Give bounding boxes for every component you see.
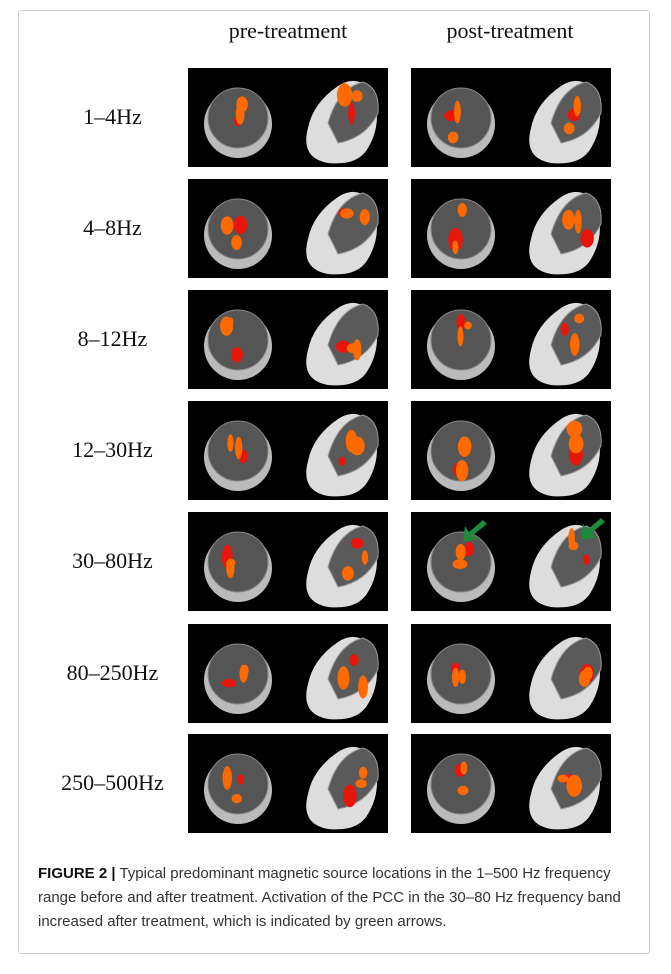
brain-image — [188, 68, 388, 167]
brain-image — [411, 624, 611, 723]
activation — [558, 774, 569, 782]
activation — [569, 542, 579, 551]
brain-image — [188, 624, 388, 723]
activation — [452, 559, 467, 569]
activation — [580, 229, 593, 247]
row-label: 4–8Hz — [40, 215, 185, 241]
activation — [242, 665, 249, 676]
activation — [360, 209, 370, 225]
activation — [454, 101, 461, 124]
activation — [452, 668, 459, 687]
brain-image — [188, 512, 388, 611]
brain-image — [188, 290, 388, 389]
brain-image — [411, 68, 611, 167]
activation — [338, 666, 350, 689]
activation — [234, 216, 248, 234]
activation — [561, 323, 569, 336]
activation — [352, 90, 363, 102]
activation — [458, 203, 467, 217]
column-header: post-treatment — [400, 18, 620, 44]
row-label: 12–30Hz — [40, 437, 185, 463]
activation — [457, 327, 463, 347]
activation — [355, 779, 366, 788]
activation — [351, 538, 364, 549]
activation — [339, 457, 346, 466]
activation — [232, 794, 242, 803]
row-label: 8–12Hz — [40, 326, 185, 352]
activation — [347, 343, 361, 353]
activation — [340, 208, 353, 218]
row-label: 1–4Hz — [40, 104, 185, 130]
brain-slice — [208, 754, 268, 814]
activation — [222, 766, 231, 790]
activation — [448, 132, 458, 144]
caption-label: FIGURE 2 | — [38, 865, 116, 882]
activation — [456, 544, 466, 560]
activation — [348, 102, 355, 124]
activation — [569, 434, 584, 454]
brain-image — [411, 401, 611, 500]
activation — [573, 96, 581, 116]
activation — [583, 554, 590, 565]
caption-text: Typical predominant magnetic source loca… — [38, 865, 621, 930]
activation — [460, 762, 467, 775]
activation — [337, 83, 352, 107]
column-header: pre-treatment — [178, 18, 398, 44]
activation — [221, 216, 234, 234]
brain-slice — [431, 754, 491, 814]
activation — [464, 542, 473, 557]
activation — [570, 333, 579, 356]
brain-image — [188, 401, 388, 500]
activation — [231, 347, 243, 363]
activation — [227, 434, 233, 452]
brain-image — [411, 179, 611, 278]
activation — [574, 314, 584, 324]
activation — [459, 670, 466, 684]
activation — [358, 675, 368, 698]
activation — [452, 240, 458, 254]
row-label: 80–250Hz — [40, 660, 185, 686]
brain-slice — [208, 532, 268, 592]
activation — [343, 785, 357, 808]
activation — [562, 210, 575, 230]
activation — [579, 671, 590, 687]
brain-image — [411, 290, 611, 389]
activation — [226, 558, 234, 578]
brain-image — [411, 512, 611, 611]
activation — [458, 436, 472, 457]
row-label: 30–80Hz — [40, 548, 185, 574]
brain-image — [188, 179, 388, 278]
activation — [349, 654, 358, 666]
activation — [362, 550, 368, 564]
brain-image — [188, 734, 388, 833]
activation — [342, 566, 354, 580]
activation — [231, 235, 242, 250]
activation — [566, 775, 582, 797]
activation — [235, 437, 242, 459]
brain-slice — [431, 88, 491, 148]
brain-slice — [208, 644, 268, 704]
activation — [464, 321, 472, 329]
activation — [222, 679, 237, 687]
brain-image — [411, 734, 611, 833]
row-label: 250–500Hz — [40, 770, 185, 796]
activation — [458, 786, 469, 795]
activation — [564, 122, 575, 134]
caption: FIGURE 2 | Typical predominant magnetic … — [38, 862, 638, 934]
activation — [359, 767, 367, 779]
activation — [236, 96, 248, 112]
activation — [350, 437, 365, 456]
activation — [237, 774, 244, 784]
activation — [227, 317, 234, 325]
activation — [575, 210, 582, 234]
activation — [456, 460, 468, 481]
